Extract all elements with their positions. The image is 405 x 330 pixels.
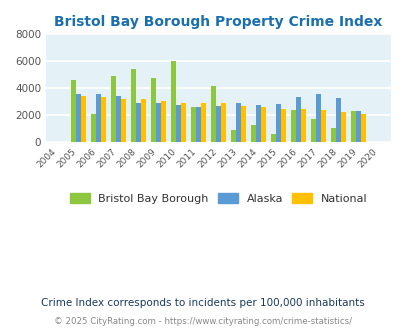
- Bar: [215, 106, 220, 143]
- Bar: [200, 103, 205, 143]
- Bar: [135, 103, 141, 143]
- Bar: [356, 111, 360, 143]
- Bar: [141, 99, 145, 143]
- Bar: [335, 98, 341, 143]
- Text: © 2025 CityRating.com - https://www.cityrating.com/crime-statistics/: © 2025 CityRating.com - https://www.city…: [54, 317, 351, 326]
- Bar: [196, 107, 200, 143]
- Bar: [160, 101, 165, 143]
- Bar: [130, 69, 135, 143]
- Bar: [220, 103, 226, 143]
- Bar: [235, 103, 241, 143]
- Bar: [100, 97, 105, 143]
- Bar: [290, 110, 296, 143]
- Bar: [230, 130, 235, 143]
- Legend: Bristol Bay Borough, Alaska, National: Bristol Bay Borough, Alaska, National: [69, 193, 367, 204]
- Bar: [80, 96, 85, 143]
- Bar: [301, 109, 305, 143]
- Bar: [115, 96, 120, 143]
- Bar: [96, 94, 100, 143]
- Bar: [171, 61, 175, 143]
- Bar: [120, 99, 126, 143]
- Bar: [75, 94, 80, 143]
- Bar: [256, 105, 260, 143]
- Bar: [150, 78, 156, 143]
- Bar: [341, 112, 345, 143]
- Bar: [250, 125, 256, 143]
- Bar: [190, 107, 196, 143]
- Bar: [281, 109, 286, 143]
- Bar: [156, 103, 160, 143]
- Bar: [211, 86, 215, 143]
- Bar: [296, 97, 301, 143]
- Bar: [111, 76, 115, 143]
- Bar: [271, 134, 275, 143]
- Bar: [241, 106, 245, 143]
- Bar: [315, 94, 320, 143]
- Title: Bristol Bay Borough Property Crime Index: Bristol Bay Borough Property Crime Index: [54, 15, 382, 29]
- Bar: [260, 107, 266, 143]
- Bar: [175, 105, 181, 143]
- Bar: [275, 104, 281, 143]
- Text: Crime Index corresponds to incidents per 100,000 inhabitants: Crime Index corresponds to incidents per…: [41, 298, 364, 308]
- Bar: [311, 119, 315, 143]
- Bar: [360, 114, 366, 143]
- Bar: [350, 111, 356, 143]
- Bar: [70, 80, 75, 143]
- Bar: [181, 103, 185, 143]
- Bar: [330, 128, 335, 143]
- Bar: [90, 114, 96, 143]
- Bar: [320, 110, 326, 143]
